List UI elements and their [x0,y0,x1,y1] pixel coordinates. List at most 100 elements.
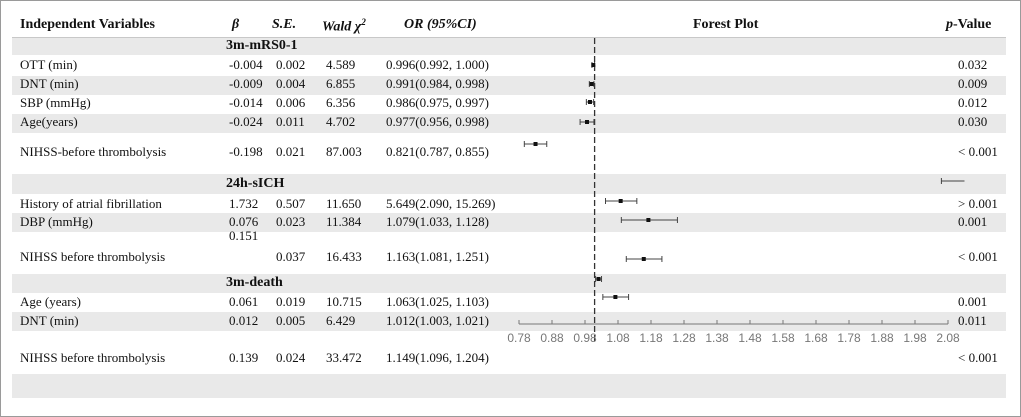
point-estimate [585,120,590,124]
row-or: 1.149(1.096, 1.204) [386,350,489,365]
x-tick-label: 1.18 [639,331,663,345]
header-or: OR (95%CI) [404,17,477,32]
x-tick-label: 0.98 [573,331,597,345]
row-var: DBP (mmHg) [20,214,93,229]
header-wald-text: Wald χ [322,19,362,35]
row-beta: 0.139 [229,350,259,365]
row-or: 1.079(1.033, 1.128) [386,214,489,229]
row-beta: 0.012 [229,313,259,328]
section-title: 3m-mRS0-1 [226,38,298,53]
row-beta: -0.014 [229,95,263,110]
row-se: 0.021 [276,144,306,159]
row-se: 0.023 [276,214,306,229]
row-p: 0.032 [958,57,988,72]
row-p: 0.001 [958,294,988,309]
row-se: 0.024 [276,350,306,365]
x-tick-label: 2.08 [936,331,960,345]
row-band [12,213,1006,232]
row-wald: 33.472 [326,350,362,365]
row-se: 0.507 [276,196,306,211]
row-or: 0.996(0.992, 1.000) [386,57,489,72]
section-band [12,274,1006,293]
x-tick-label: 0.78 [507,331,531,345]
row-or: 1.163(1.081, 1.251) [386,249,489,264]
x-tick-label: 1.98 [903,331,927,345]
row-wald: 6.429 [326,313,356,328]
row-var: Age (years) [20,294,81,309]
point-estimate [533,142,538,146]
row-wald: 6.855 [326,76,356,91]
row-var: OTT (min) [20,57,78,72]
header-beta: β [232,17,240,32]
header-p-value: p-Value [946,17,991,33]
row-beta: -0.198 [229,144,263,159]
row-se: 0.005 [276,313,306,328]
point-estimate [646,218,651,222]
point-estimate [596,277,601,281]
row-band [12,114,1006,133]
row-beta: -0.024 [229,114,263,129]
row-p: 0.012 [958,95,988,110]
row-wald: 11.650 [326,196,362,211]
section-title: 3m-death [226,275,283,290]
row-se: 0.004 [276,76,306,91]
table-footer-band [12,374,1006,398]
x-tick-label: 1.78 [837,331,861,345]
section-title: 24h-sICH [226,176,285,191]
row-var: History of atrial fibrillation [20,196,162,211]
row-wald: 10.715 [326,294,362,309]
row-p: 0.001 [958,214,988,229]
row-or: 0.821(0.787, 0.855) [386,144,489,159]
x-tick-label: 1.68 [804,331,828,345]
row-band [12,312,1006,331]
row-or: 0.977(0.956, 0.998) [386,114,489,129]
row-var: Age(years) [20,114,78,129]
row-beta: 1.732 [229,196,259,211]
x-tick-label: 1.38 [705,331,729,345]
row-var: NIHSS before thrombolysis [20,249,166,264]
row-var: DNT (min) [20,313,79,328]
header-p-italic: p [946,17,953,32]
row-or: 5.649(2.090, 15.269) [386,196,496,211]
row-p: > 0.001 [958,196,998,211]
row-p: < 0.001 [958,144,998,159]
row-var: NIHSS-before thrombolysis [20,144,167,159]
section-band [12,174,1006,194]
x-tick-label: 1.88 [870,331,894,345]
row-wald: 4.702 [326,114,356,129]
x-tick-label: 1.48 [738,331,762,345]
row-or: 0.986(0.975, 0.997) [386,95,489,110]
x-tick-label: 1.08 [606,331,630,345]
point-estimate [641,257,646,261]
point-estimate [589,82,594,86]
row-wald: 16.433 [326,249,362,264]
row-p: 0.030 [958,114,988,129]
header-forest-plot: Forest Plot [693,17,759,32]
row-var: NIHSS before thrombolysis [20,350,166,365]
row-p: < 0.001 [958,249,998,264]
section-band [12,38,1006,55]
row-band [12,76,1006,95]
row-se: 0.011 [276,114,305,129]
point-estimate [587,100,592,104]
row-wald: 4.589 [326,57,356,72]
header-se: S.E. [272,17,297,32]
header-wald: Wald χ2 [322,17,366,36]
row-beta: 0.151 [229,228,259,243]
point-estimate [618,199,623,203]
header-variables: Independent Variables [20,17,155,32]
header-wald-superscript: 2 [361,17,366,27]
row-wald: 11.384 [326,214,362,229]
row-p: 0.009 [958,76,988,91]
x-tick-label: 0.88 [540,331,564,345]
x-tick-label: 1.28 [672,331,696,345]
row-beta: -0.009 [229,76,263,91]
row-var: SBP (mmHg) [20,95,91,110]
row-se: 0.002 [276,57,306,72]
row-wald: 6.356 [326,95,356,110]
row-or: 0.991(0.984, 0.998) [386,76,489,91]
row-se: 0.019 [276,294,306,309]
row-or: 1.063(1.025, 1.103) [386,294,489,309]
row-beta: 0.076 [229,214,259,229]
